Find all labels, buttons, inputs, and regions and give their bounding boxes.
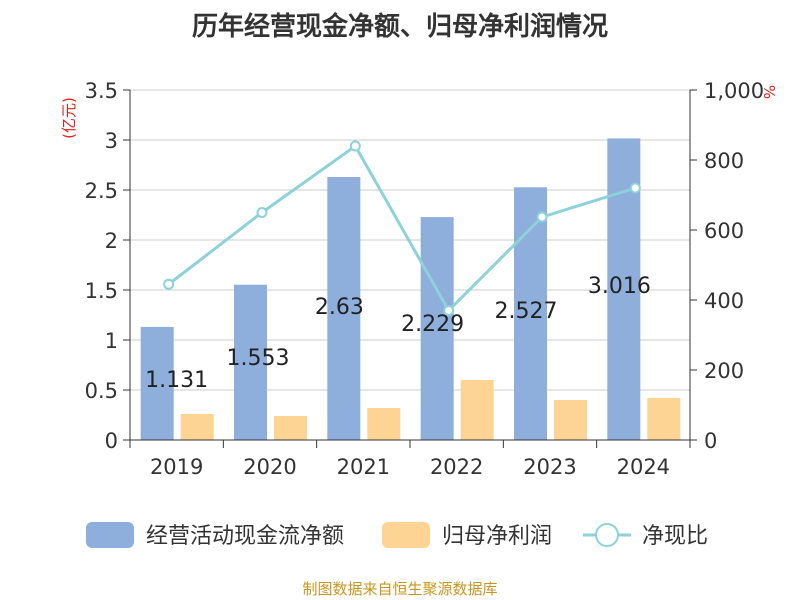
data-label-cash-flow: 3.016	[588, 274, 651, 299]
y-left-tick-label: 3	[105, 129, 118, 153]
legend-swatch-net-profit	[382, 522, 430, 548]
bar-cash-flow	[420, 217, 454, 440]
data-label-cash-flow: 2.63	[315, 295, 364, 320]
x-tick-label: 2020	[243, 455, 296, 479]
y-left-tick-label: 1	[105, 329, 118, 353]
y-left-tick-label: 0.5	[85, 379, 118, 403]
y-left-tick-label: 1.5	[85, 279, 118, 303]
data-source-note: 制图数据来自恒生聚源数据库	[302, 580, 498, 598]
line-layer	[163, 140, 641, 316]
y-right-tick-label: 600	[704, 219, 744, 243]
bar-net-profit	[554, 400, 587, 440]
bar-net-profit	[180, 414, 214, 440]
x-tick-label: 2021	[337, 455, 390, 479]
x-tick-label: 2024	[617, 455, 670, 479]
legend-swatch-cash-flow	[86, 522, 134, 548]
y-left-tick-label: 2.5	[85, 179, 118, 203]
y-left-tick-label: 3.5	[85, 79, 118, 103]
data-labels-layer: 1.131 1.553 2.63 2.229 2.527 3.016	[145, 274, 651, 393]
point-cash-ratio	[629, 182, 641, 194]
legend-label-net-profit: 归母净利润	[442, 524, 552, 549]
y-left-tick-label: 2	[105, 229, 118, 253]
x-tick-label: 2022	[430, 455, 483, 479]
point-cash-ratio	[443, 305, 455, 316]
bar-net-profit	[647, 398, 681, 440]
bars-layer	[140, 138, 681, 440]
legend: 经营活动现金流净额 归母净利润 净现比	[86, 522, 708, 549]
data-label-cash-flow: 1.131	[145, 368, 208, 393]
line-cash-ratio	[167, 143, 636, 313]
axes-layer: 0 0.5 1 1.5 2 2.5 3 3.5 0 200 400 600 800 1,000 (亿元)% 2…	[60, 79, 778, 479]
bar-net-profit	[460, 380, 494, 440]
legend-label-cash-flow: 经营活动现金流净额	[146, 524, 344, 549]
data-label-cash-flow: 2.229	[401, 312, 464, 337]
data-label-cash-flow: 1.553	[227, 346, 290, 371]
bar-net-profit	[367, 408, 401, 440]
x-tick-label: 2023	[523, 455, 576, 479]
y-right-tick-label: 800	[704, 149, 744, 173]
x-tick-label: 2019	[150, 455, 203, 479]
chart-title: 历年经营现金净额、归母净利润情况	[191, 12, 608, 42]
point-cash-ratio	[349, 140, 361, 152]
y-left-unit-label: (亿元)	[60, 97, 78, 139]
y-right-tick-label: 0	[704, 429, 717, 453]
point-cash-ratio	[256, 207, 268, 218]
y-right-unit-label: %	[760, 85, 778, 99]
bar-net-profit	[274, 416, 307, 440]
point-cash-ratio	[163, 278, 175, 290]
legend-marker-cash-ratio	[595, 523, 619, 547]
y-right-tick-label: 200	[704, 359, 744, 383]
point-cash-ratio	[536, 211, 548, 223]
grid-lines	[130, 89, 690, 441]
bar-cash-flow	[234, 284, 267, 440]
bar-cash-flow	[327, 177, 361, 440]
y-left-tick-label: 0	[105, 429, 118, 453]
bar-cash-flow	[140, 326, 174, 440]
y-right-tick-label: 400	[704, 289, 744, 313]
legend-label-cash-ratio: 净现比	[642, 524, 708, 549]
data-label-cash-flow: 2.527	[495, 299, 558, 324]
y-right-tick-label: 1,000	[704, 79, 764, 103]
